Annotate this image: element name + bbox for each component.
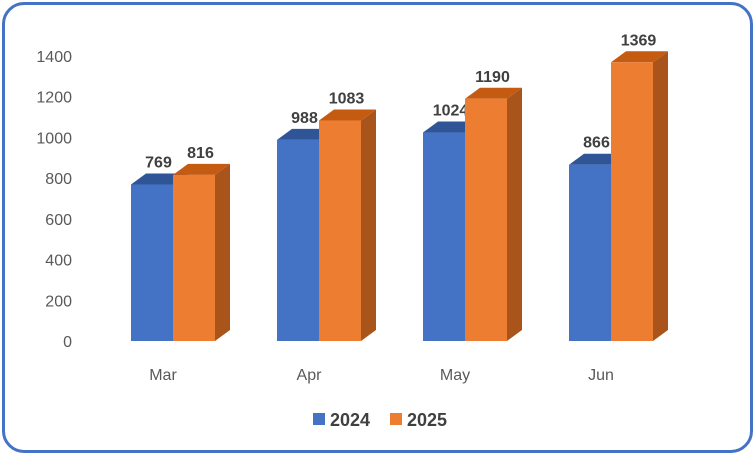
y-tick-label: 1000 <box>36 130 72 147</box>
legend-swatch-2024 <box>313 413 325 425</box>
data-label: 1083 <box>329 91 365 108</box>
y-axis: 0 200 400 600 800 1000 1200 1400 <box>36 49 72 351</box>
data-label: 988 <box>291 110 318 127</box>
data-label: 1024 <box>433 103 469 120</box>
legend-label-2025: 2025 <box>407 410 447 430</box>
x-tick-label: Jun <box>588 367 614 384</box>
bar-front <box>569 164 611 341</box>
bar-side <box>653 51 668 341</box>
y-tick-label: 600 <box>45 212 72 229</box>
data-label: 1190 <box>475 69 510 86</box>
bar-2025-May: 1190 <box>465 69 522 341</box>
data-label: 769 <box>145 154 172 171</box>
x-tick-label: Apr <box>297 367 323 384</box>
bar-front <box>173 174 215 341</box>
data-label: 866 <box>583 135 610 152</box>
bar-front <box>465 98 507 341</box>
bar-top <box>173 163 230 175</box>
bar-2025-Apr: 1083 <box>319 91 376 342</box>
data-label: 816 <box>187 145 214 162</box>
bar-side <box>361 109 376 342</box>
data-label: 1369 <box>621 32 657 49</box>
bar-front <box>423 132 465 341</box>
legend-swatch-2025 <box>390 413 402 425</box>
y-tick-label: 1200 <box>36 90 72 107</box>
bars: 769 816 988 1083 1024 1190 866 1369 <box>131 32 668 342</box>
bar-front <box>611 62 653 341</box>
bar-top <box>611 51 668 63</box>
legend-label-2024: 2024 <box>330 410 370 430</box>
y-tick-label: 1400 <box>36 49 72 66</box>
bar-front <box>131 184 173 341</box>
bar-front <box>319 120 361 342</box>
bar-2025-Mar: 816 <box>173 145 230 341</box>
x-axis: Mar Apr May Jun <box>149 367 614 384</box>
x-tick-label: Mar <box>149 367 177 384</box>
bar-top <box>319 109 376 121</box>
bar-front <box>277 139 319 341</box>
y-tick-label: 0 <box>63 334 72 351</box>
y-tick-label: 400 <box>45 253 72 270</box>
bar-side <box>507 87 522 341</box>
y-tick-label: 200 <box>45 293 72 310</box>
x-tick-label: May <box>440 367 470 384</box>
bar-side <box>215 163 230 341</box>
bar-top <box>465 87 522 99</box>
bar-2025-Jun: 1369 <box>611 32 668 341</box>
y-tick-label: 800 <box>45 171 72 188</box>
legend: 2024 2025 <box>313 410 447 430</box>
